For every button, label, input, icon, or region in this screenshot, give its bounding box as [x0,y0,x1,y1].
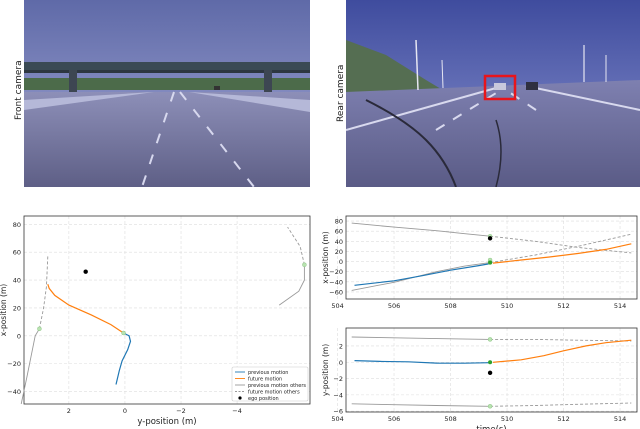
y-tick-label: −40 [329,278,343,286]
y-tick-label: −20 [7,360,21,368]
highlight-box [483,74,517,101]
plot-frame [345,215,638,300]
series-line-future-motion-others [287,226,305,265]
y-tick-label: 80 [13,221,21,229]
y-tick-label: 40 [335,238,343,246]
series-line-previous-motion-others [278,264,305,306]
y-tick-label: −40 [7,388,21,396]
series-line-previous-motion-others [351,262,491,291]
x-tick-label: 514 [614,302,626,310]
legend-label: future motion [248,376,282,382]
legend-label: future motion others [248,389,300,395]
y-tick-label: 2 [339,342,343,350]
series-line-future-motion [492,243,632,264]
marker-point [37,326,42,332]
legend-marker-ego [238,396,242,400]
series-line-future-motion-others [490,233,632,264]
plot-frame [23,215,311,405]
y-tick-label: 60 [13,249,21,257]
y-tick-label: −2 [333,375,343,383]
marker-point [302,262,307,267]
series-line-previous-motion-others [20,328,40,405]
y-tick-label: 60 [335,228,343,236]
marker-point [487,404,493,409]
x-tick-label: 506 [388,415,400,423]
current-point [488,260,493,265]
y-axis-label: y-position (m) [321,344,330,396]
y-tick-label: 0 [339,258,343,266]
y-axis-label: x-position (m) [0,284,8,336]
x-tick-label: 506 [388,302,400,310]
x-axis-label: time(s) [476,425,506,429]
rear-camera-view [346,0,640,187]
ego-position-point [487,236,493,241]
y-tick-label: −4 [333,391,343,399]
series-line-previous-motion-others [351,336,491,340]
y-tick-label: 40 [13,277,21,285]
legend-box [231,366,309,402]
y-tick-label: −60 [329,288,343,296]
legend-label: ego position [248,396,279,402]
current-point [488,360,493,365]
series-line-future-motion [47,284,124,334]
ego-position-point [83,269,88,274]
x-tick-label: 508 [444,415,456,423]
x-tick-label: −2 [176,407,186,415]
marker-point [121,330,126,336]
x-tick-label: 504 [331,302,343,310]
x-tick-label: 512 [557,302,569,310]
ego-position-point [487,370,493,376]
front-camera-image [24,0,310,187]
x-tick-label: 510 [501,302,513,310]
y-tick-label: 20 [335,248,343,256]
x-tick-label: 510 [501,415,513,423]
legend-label: previous motion [248,370,288,376]
front-camera-view [24,0,310,187]
x-tick-label: 508 [444,302,456,310]
series-line-future-motion [492,339,632,363]
series-line-future-motion-others [38,256,49,329]
x-tick-label: 514 [614,415,626,423]
y-tick-label: 80 [335,218,343,226]
series-line-previous-motion-others [351,222,491,237]
rear-camera-image [346,0,640,187]
series-line-previous-motion [354,263,491,286]
x-tick-label: 2 [67,407,71,415]
legend-label: previous motion others [248,383,306,389]
x-tick-label: 512 [557,415,569,423]
x-tick-label: −4 [232,407,242,415]
series-line-previous-motion [115,332,132,385]
marker-point [487,337,493,342]
y-axis-label: x-position (m) [321,231,330,283]
series-line-future-motion-others [490,402,632,407]
y-tick-label: −20 [329,268,343,276]
plot-frame [345,327,638,413]
y-tick-label: 0 [17,332,21,340]
series-line-previous-motion-others [351,403,491,407]
series-line-previous-motion [354,360,491,364]
y-tick-label: 20 [13,304,21,312]
x-tick-label: 504 [331,415,343,423]
y-tick-label: 0 [339,359,343,367]
x-axis-label: y-position (m) [137,417,196,427]
y-tick-label: −6 [333,408,343,416]
series-line-future-motion-others [490,338,632,342]
x-tick-label: 0 [123,407,127,415]
